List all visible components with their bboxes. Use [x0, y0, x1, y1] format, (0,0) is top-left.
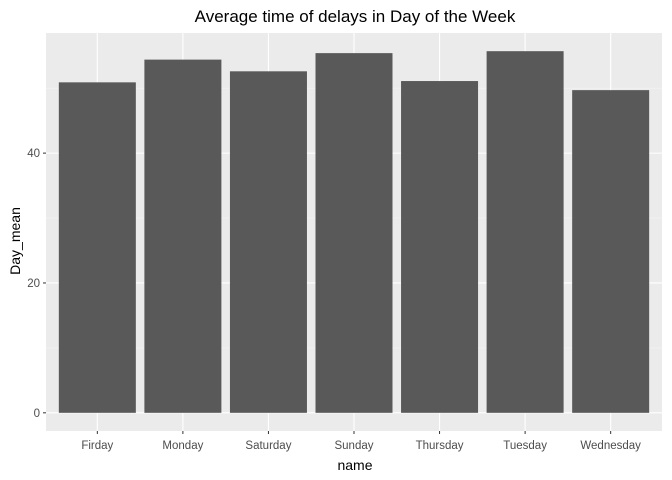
x-tick-label: Sunday: [334, 440, 373, 452]
x-tick-label: Wednesday: [580, 440, 641, 452]
x-tick-label: Tuesday: [503, 440, 547, 452]
y-axis-title: Day_mean: [7, 207, 23, 275]
bar-sunday: [315, 53, 393, 413]
x-tick-label: Saturday: [245, 440, 291, 452]
bars: [58, 51, 650, 413]
chart-title: Average time of delays in Day of the Wee…: [195, 7, 516, 26]
bar-saturday: [229, 71, 307, 413]
bar-monday: [144, 59, 222, 413]
y-axis: 0 20 40: [27, 148, 46, 420]
bar-firday: [58, 82, 136, 413]
x-tick-label: Firday: [81, 440, 113, 452]
bar-thursday: [401, 81, 479, 413]
bar-tuesday: [486, 51, 564, 413]
y-tick-label: 0: [34, 408, 40, 420]
bar-wednesday: [572, 90, 650, 413]
x-tick-label: Thursday: [416, 440, 464, 452]
y-tick-label: 20: [27, 278, 40, 290]
x-axis-title: name: [337, 457, 372, 473]
x-axis: Firday Monday Saturday Sunday Thursday Tuesda…: [81, 431, 641, 452]
y-tick-label: 40: [27, 148, 40, 160]
x-tick-label: Monday: [162, 440, 203, 452]
